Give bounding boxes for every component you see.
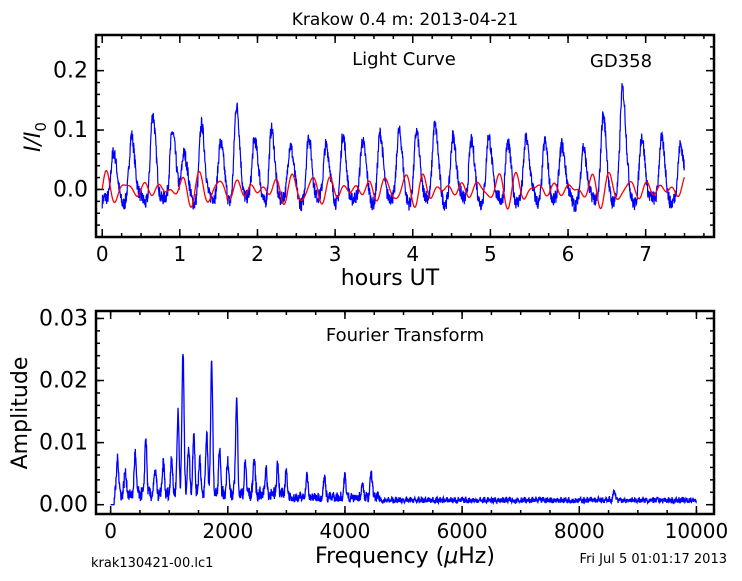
x-tick-label: 6: [562, 242, 575, 266]
light-curve-data-line: [101, 83, 685, 213]
fourier-xlabel-mu: μ: [443, 544, 458, 569]
x-tick-label: 10000: [665, 519, 729, 543]
figure-title: Krakow 0.4 m: 2013-04-21: [292, 10, 518, 30]
x-tick-label: 7: [639, 242, 652, 266]
fourier-annotation: Fourier Transform: [326, 325, 484, 346]
footer-timestamp: Fri Jul 5 01:01:17 2013: [580, 552, 727, 567]
light-curve-ylabel: I/I0: [21, 122, 50, 152]
y-tick-label: 0.01: [39, 431, 88, 456]
x-tick-label: 2: [251, 242, 264, 266]
x-tick-label: 0: [96, 242, 109, 266]
fourier-panel: 0 2000 4000 6000 8000 10000 0.00 0.01 0.02 0.03 F…: [8, 306, 728, 569]
x-tick-label: 6000: [437, 519, 488, 543]
y-tick-label: 0.02: [39, 369, 88, 394]
light-curve-xlabel: hours UT: [341, 266, 440, 291]
footer-filename: krak130421-00.lc1: [91, 556, 213, 571]
x-tick-label: 4: [406, 242, 419, 266]
x-tick-label: 1: [173, 242, 186, 266]
x-tick-label: 5: [484, 242, 497, 266]
y-tick-label: 0.0: [53, 177, 88, 202]
fourier-xlabel-main: Frequency (: [315, 544, 444, 569]
light-curve-annotation: Light Curve: [352, 49, 456, 70]
x-tick-label: 4000: [320, 519, 371, 543]
light-curve-ticks: 0 1 2 3 4 5 6 7 0.0 0.1 0.2: [53, 34, 714, 266]
fourier-series: [110, 353, 698, 506]
x-tick-label: 8000: [554, 519, 605, 543]
y-tick-label: 0.00: [39, 493, 88, 518]
fourier-amplitude-line: [110, 353, 698, 506]
fourier-ticks: 0 2000 4000 6000 8000 10000 0.00 0.01 0.02 0.03: [39, 306, 728, 543]
fourier-ylabel: Amplitude: [8, 357, 33, 470]
x-tick-label: 3: [329, 242, 342, 266]
x-tick-label: 2000: [202, 519, 253, 543]
y-tick-label: 0.2: [53, 59, 88, 84]
light-curve-series: [101, 83, 686, 213]
light-curve-model-line: [101, 170, 686, 210]
light-curve-panel: 0 1 2 3 4 5 6 7 0.0 0.1 0.2 Light Curve GD358 hour…: [21, 33, 716, 291]
light-curve-frame: [94, 33, 716, 239]
fourier-xlabel: Frequency (μHz): [315, 544, 495, 569]
y-tick-label: 0.03: [39, 306, 88, 331]
fourier-frame: [94, 309, 716, 516]
y-tick-label: 0.1: [53, 118, 88, 143]
star-label: GD358: [590, 51, 652, 72]
fourier-xlabel-unit: Hz): [458, 544, 495, 569]
x-tick-label: 0: [104, 519, 117, 543]
